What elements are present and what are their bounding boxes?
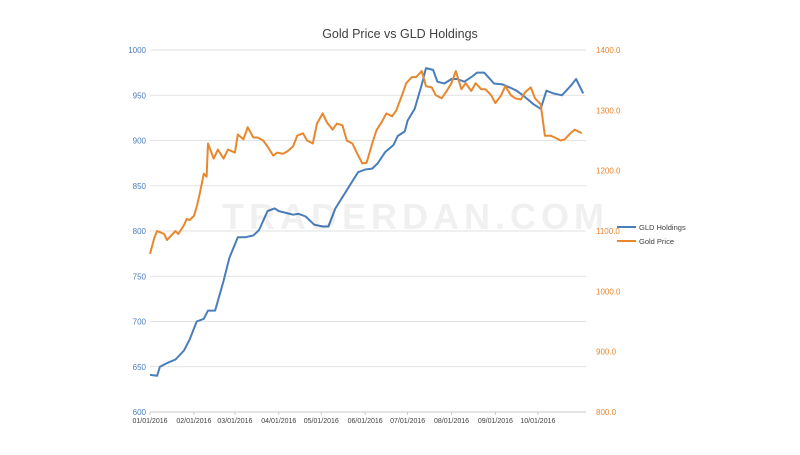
left-y-tick-label: 850 <box>133 182 147 191</box>
chart-title: Gold Price vs GLD Holdings <box>322 27 478 41</box>
legend-label-gold-price: Gold Price <box>639 237 674 246</box>
x-tick-label: 06/01/2016 <box>348 418 383 425</box>
right-y-tick-label: 1400.0 <box>596 46 621 55</box>
x-tick-label: 05/01/2016 <box>304 418 339 425</box>
right-y-tick-label: 1000.0 <box>596 287 621 296</box>
x-tick-label: 10/01/2016 <box>520 418 555 425</box>
left-y-tick-label: 650 <box>133 363 147 372</box>
x-tick-label: 09/01/2016 <box>478 418 513 425</box>
legend-label-gld-holdings: GLD Holdings <box>639 223 686 232</box>
left-y-tick-label: 800 <box>133 227 147 236</box>
watermark: TRADERDAN.COM <box>222 196 609 237</box>
series-line-gold-price <box>149 70 583 255</box>
series-line-gld-holdings <box>149 67 585 377</box>
right-y-tick-label: 1100.0 <box>596 227 620 236</box>
left-y-tick-label: 700 <box>133 318 147 327</box>
left-y-tick-label: 750 <box>133 272 147 281</box>
left-y-tick-label: 950 <box>133 91 147 100</box>
x-tick-label: 08/01/2016 <box>434 418 469 425</box>
right-y-tick-label: 900.0 <box>596 348 617 357</box>
x-tick-label: 02/01/2016 <box>176 418 211 425</box>
right-y-tick-label: 1200.0 <box>596 167 621 176</box>
x-axis: 01/01/2016 02/01/2016 03/01/2016 04/01/2016… <box>132 411 586 425</box>
legend: GLD Holdings Gold Price <box>617 223 686 246</box>
left-y-axis: 600 650 700 750 800 850 900 950 1000 <box>128 46 146 417</box>
right-y-tick-label: 800.0 <box>596 408 617 417</box>
left-y-tick-label: 1000 <box>128 46 146 55</box>
x-tick-label: 03/01/2016 <box>217 418 252 425</box>
x-tick-label: 01/01/2016 <box>132 418 167 425</box>
series-layer <box>149 67 585 377</box>
left-y-tick-label: 600 <box>133 408 147 417</box>
x-tick-label: 04/01/2016 <box>261 418 296 425</box>
left-y-tick-label: 900 <box>133 137 147 146</box>
right-y-axis: 800.0 900.0 1000.0 1100.0 1200.0 1300.0 1400.0 <box>596 46 621 417</box>
x-tick-label: 07/01/2016 <box>390 418 425 425</box>
right-y-tick-label: 1300.0 <box>596 106 621 115</box>
